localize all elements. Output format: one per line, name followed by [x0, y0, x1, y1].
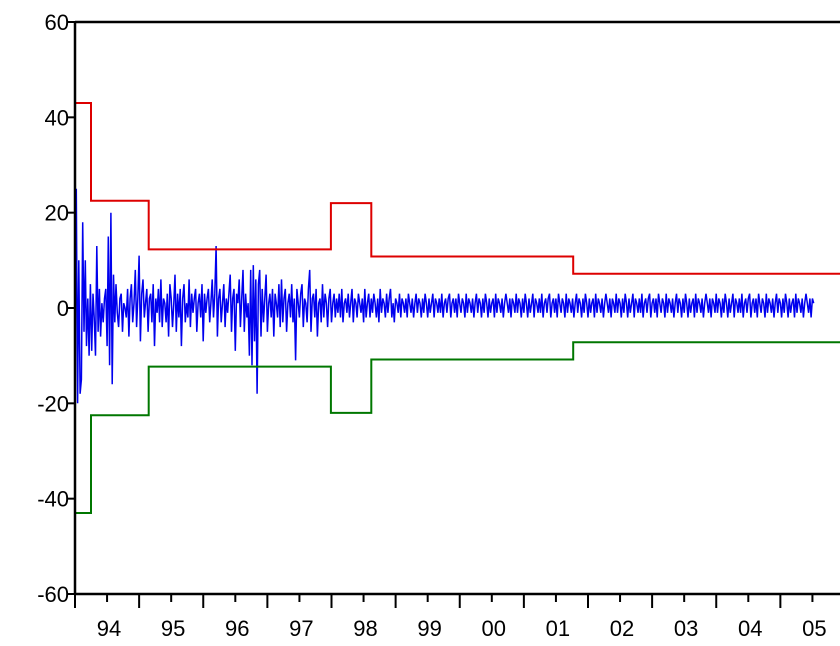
series-line-2: [75, 102, 840, 275]
y-tick-label: -60: [37, 582, 69, 607]
series-layer: [74, 102, 840, 514]
x-tick-label: 99: [417, 616, 441, 641]
x-tick-label: 03: [674, 616, 698, 641]
y-tick-label: -40: [37, 487, 69, 512]
labels-layer: -60 -40 -20 0 20 40 60 94 95 96 97 98 99 00 01 02 03 04 05: [37, 10, 826, 641]
x-tick-label: 04: [738, 616, 762, 641]
x-tick-label: 05: [802, 616, 826, 641]
x-tick-label: 96: [225, 616, 249, 641]
x-tick-label: 01: [546, 616, 570, 641]
y-tick-label: 20: [45, 201, 69, 226]
x-tick-label: 97: [289, 616, 313, 641]
series-line-1: [74, 188, 815, 404]
y-tick-label: 60: [45, 10, 69, 35]
x-tick-label: 98: [353, 616, 377, 641]
axes-layer: [67, 20, 840, 608]
x-tick-label: 02: [610, 616, 634, 641]
x-tick-label: 94: [97, 616, 121, 641]
y-tick-label: 0: [57, 296, 69, 321]
x-tick-label: 95: [161, 616, 185, 641]
series-line-3: [75, 341, 840, 514]
x-tick-label: 00: [482, 616, 506, 641]
y-tick-label: 40: [45, 105, 69, 130]
y-tick-label: -20: [37, 391, 69, 416]
